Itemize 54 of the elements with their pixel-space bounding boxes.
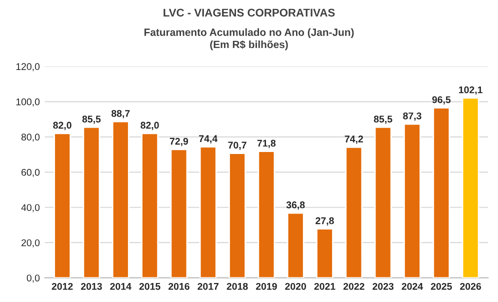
data-label: 70,7	[228, 142, 246, 150]
data-label: 36,8	[286, 201, 305, 210]
data-label: 96,5	[432, 96, 451, 105]
x-tick-label: 2024	[402, 282, 423, 290]
bar	[199, 146, 217, 278]
chart-subtitle: Faturamento Acumulado no Ano (Jan-Jun) (Em R$ bilhões)	[144, 28, 354, 50]
data-label: 85,5	[374, 116, 392, 124]
bar	[374, 126, 392, 278]
chart-title: LVC - VIAGENS CORPORATIVAS	[164, 8, 335, 17]
data-label: 102,1	[458, 86, 482, 95]
data-label: 74,2	[344, 136, 363, 144]
data-label: 88,7	[111, 110, 130, 118]
bar	[316, 228, 334, 278]
y-tick-label: 20,0	[22, 239, 40, 248]
bar	[258, 150, 276, 278]
data-label: 71,8	[257, 140, 276, 148]
data-label: 85,5	[82, 116, 101, 124]
bar	[462, 97, 480, 278]
x-tick-label: 2013	[81, 282, 102, 290]
x-tick-label: 2020	[285, 282, 306, 290]
bar	[82, 126, 100, 278]
x-tick-label: 2018	[226, 282, 248, 290]
x-tick-label: 2015	[139, 282, 160, 290]
data-label: 72,9	[170, 138, 188, 146]
bar	[228, 152, 246, 278]
y-tick-label: 40,0	[21, 204, 40, 212]
y-tick-label: 80,0	[21, 134, 40, 142]
bar	[170, 148, 188, 278]
data-label: 82,0	[140, 122, 159, 130]
x-tick-label: 2025	[430, 282, 452, 290]
x-tick-label: 2022	[343, 282, 364, 290]
x-tick-label: 2017	[198, 282, 218, 290]
data-label: 87,3	[403, 112, 422, 121]
x-tick-label: 2021	[314, 282, 336, 290]
bar	[345, 146, 363, 278]
bar	[404, 123, 421, 278]
bar	[54, 132, 72, 278]
x-tick-label: 2014	[110, 282, 132, 290]
x-tick-label: 2019	[256, 282, 277, 290]
x-tick-label: 2023	[372, 282, 394, 290]
data-label: 82,0	[53, 122, 72, 130]
bar	[141, 132, 159, 278]
x-tick-label: 2026	[460, 282, 482, 290]
y-tick-label: 100,0	[16, 98, 40, 106]
bar	[432, 107, 450, 278]
y-tick-label: 120,0	[16, 63, 40, 72]
data-label: 27,8	[316, 217, 334, 226]
y-tick-label: 60,0	[22, 168, 40, 177]
data-label: 74,4	[199, 135, 218, 144]
bar	[112, 120, 130, 278]
y-tick-label: 0,0	[26, 274, 40, 283]
bar	[286, 212, 304, 278]
x-tick-label: 2012	[52, 282, 73, 290]
x-tick-label: 2016	[168, 282, 190, 290]
